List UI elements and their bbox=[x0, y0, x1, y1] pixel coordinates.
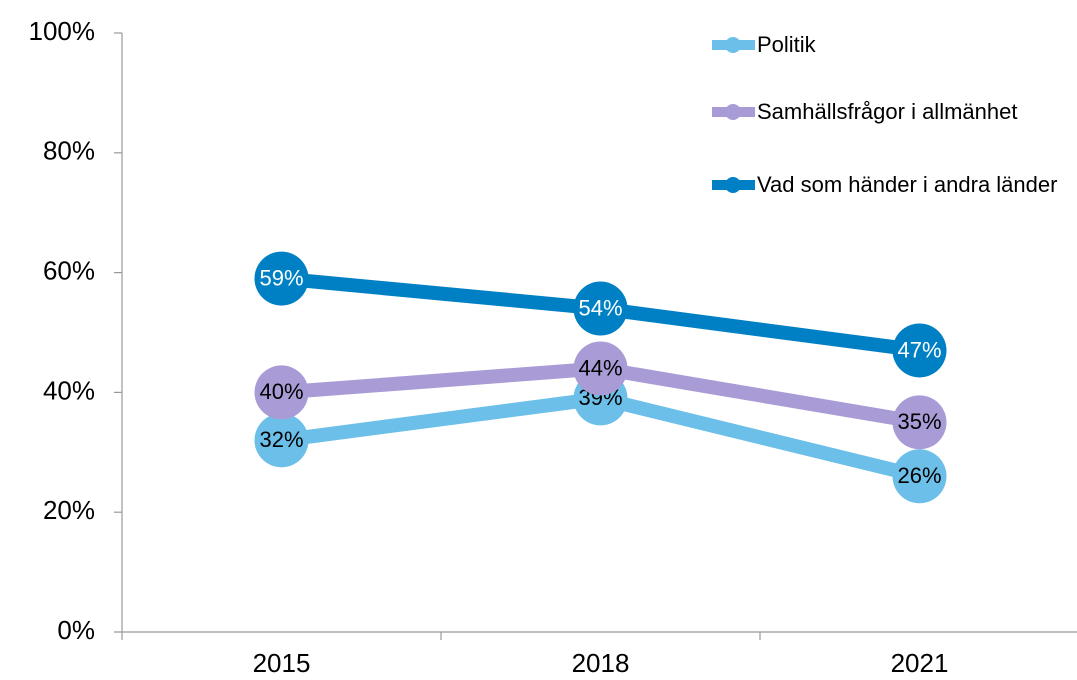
point-marker bbox=[892, 395, 947, 450]
y-tick-label: 20% bbox=[43, 495, 95, 525]
data-label: 59% bbox=[259, 265, 303, 290]
legend-label: Politik bbox=[757, 32, 816, 57]
data-label: 35% bbox=[897, 409, 941, 434]
y-tick-label: 0% bbox=[57, 615, 95, 645]
point-marker bbox=[573, 341, 628, 396]
point-marker bbox=[573, 281, 628, 336]
point-marker bbox=[254, 251, 309, 306]
y-tick-label: 80% bbox=[43, 136, 95, 166]
y-tick-label: 60% bbox=[43, 255, 95, 285]
legend-label: Vad som händer i andra länder bbox=[757, 172, 1058, 197]
x-tick-label: 2021 bbox=[891, 648, 949, 678]
legend-label: Samhällsfrågor i allmänhet bbox=[757, 99, 1018, 124]
data-label: 54% bbox=[578, 295, 622, 320]
point-marker bbox=[892, 323, 947, 378]
x-tick-label: 2018 bbox=[572, 648, 630, 678]
data-label: 32% bbox=[259, 427, 303, 452]
data-label: 26% bbox=[897, 463, 941, 488]
legend-marker bbox=[725, 37, 741, 53]
point-marker bbox=[892, 449, 947, 504]
x-tick-label: 2015 bbox=[253, 648, 311, 678]
data-label: 40% bbox=[259, 379, 303, 404]
point-marker bbox=[254, 365, 309, 420]
legend-marker bbox=[725, 104, 741, 120]
y-tick-label: 40% bbox=[43, 375, 95, 405]
point-marker bbox=[254, 413, 309, 468]
legend-marker bbox=[725, 177, 741, 193]
data-label: 47% bbox=[897, 337, 941, 362]
data-label: 44% bbox=[578, 355, 622, 380]
y-tick-label: 100% bbox=[29, 16, 96, 46]
